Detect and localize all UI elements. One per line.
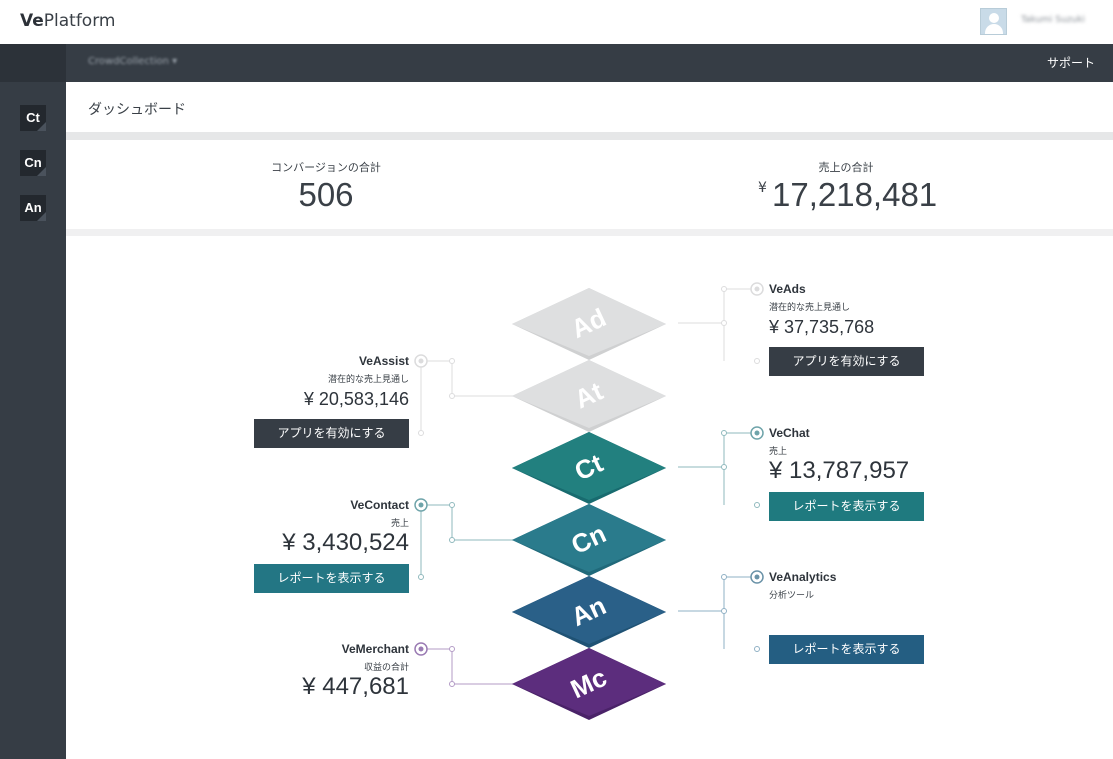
sales-total-value: 17,218,481 — [772, 176, 938, 213]
top-bar: VePlatform Takumi Suzuki — [0, 0, 1113, 44]
conversions-total-label: コンバージョンの合計 — [271, 161, 381, 174]
veads-sub: 潜在的な売上見通し — [769, 303, 851, 313]
support-link[interactable]: サポート — [1047, 56, 1096, 70]
veassist-name: VeAssist — [358, 354, 409, 368]
veanalytics-report-button[interactable]: レポートを表示する — [769, 635, 924, 664]
connector-diagram: Mc An Cn Ct At — [414, 282, 764, 720]
veassist-enable-button[interactable]: アプリを有効にする — [254, 419, 409, 448]
app-stack-diagram: Mc An Cn Ct At — [66, 236, 1113, 759]
divider — [66, 229, 1113, 236]
veanalytics-name: VeAnalytics — [769, 570, 837, 584]
veassist-value: ¥ 20,583,146 — [303, 389, 409, 409]
title-bar: ダッシュボード — [66, 82, 1113, 132]
sidebar-item-an[interactable]: An — [20, 195, 46, 221]
divider — [66, 132, 1113, 140]
totals-panel: コンバージョンの合計 506 売上の合計 ¥ 17,218,481 — [66, 140, 1113, 229]
vechat-sub: 売上 — [769, 447, 788, 457]
veads-enable-button[interactable]: アプリを有効にする — [769, 347, 924, 376]
username[interactable]: Takumi Suzuki — [1021, 15, 1085, 25]
page-title: ダッシュボード — [88, 102, 186, 118]
sidebar-item-ct[interactable]: Ct — [20, 105, 46, 131]
tile-veassist[interactable]: At — [512, 360, 666, 432]
sidebar: Ct Cn An — [0, 44, 66, 759]
tile-veanalytics[interactable]: An — [512, 576, 666, 648]
veassist-sub: 潜在的な売上見通し — [327, 375, 409, 385]
vechat-value: ¥ 13,787,957 — [769, 457, 910, 484]
vechat-report-button[interactable]: レポートを表示する — [769, 492, 924, 521]
avatar[interactable] — [980, 8, 1007, 35]
veads-name: VeAds — [769, 282, 806, 296]
vechat-name: VeChat — [769, 426, 810, 440]
sidebar-corner — [0, 44, 66, 82]
sales-currency: ¥ — [758, 180, 767, 196]
sub-header: CrowdCollection ▾ サポート — [66, 44, 1113, 82]
app-switcher[interactable]: CrowdCollection ▾ — [88, 56, 178, 67]
vecontact-report-button[interactable]: レポートを表示する — [254, 564, 409, 593]
veads-value: ¥ 37,735,768 — [769, 317, 875, 337]
vemerchant-sub: 収益の合計 — [363, 663, 409, 673]
avatar-body-icon — [985, 24, 1003, 34]
tile-veads[interactable]: Ad — [512, 288, 666, 360]
vecontact-name: VeContact — [350, 498, 409, 512]
veanalytics-sub: 分析ツール — [769, 591, 815, 601]
avatar-head-icon — [989, 13, 999, 23]
logo[interactable]: VePlatform — [20, 11, 116, 31]
vemerchant-name: VeMerchant — [341, 642, 409, 656]
vemerchant-value: ¥ 447,681 — [302, 673, 409, 700]
tile-vemerchant[interactable]: Mc — [512, 648, 666, 720]
sidebar-item-cn[interactable]: Cn — [20, 150, 46, 176]
vecontact-sub: 売上 — [390, 519, 409, 529]
tile-vecontact[interactable]: Cn — [512, 504, 666, 576]
vecontact-value: ¥ 3,430,524 — [282, 529, 409, 556]
sales-total-label: 売上の合計 — [818, 161, 874, 174]
conversions-total-value: 506 — [298, 176, 354, 213]
tile-vechat[interactable]: Ct — [512, 432, 666, 504]
